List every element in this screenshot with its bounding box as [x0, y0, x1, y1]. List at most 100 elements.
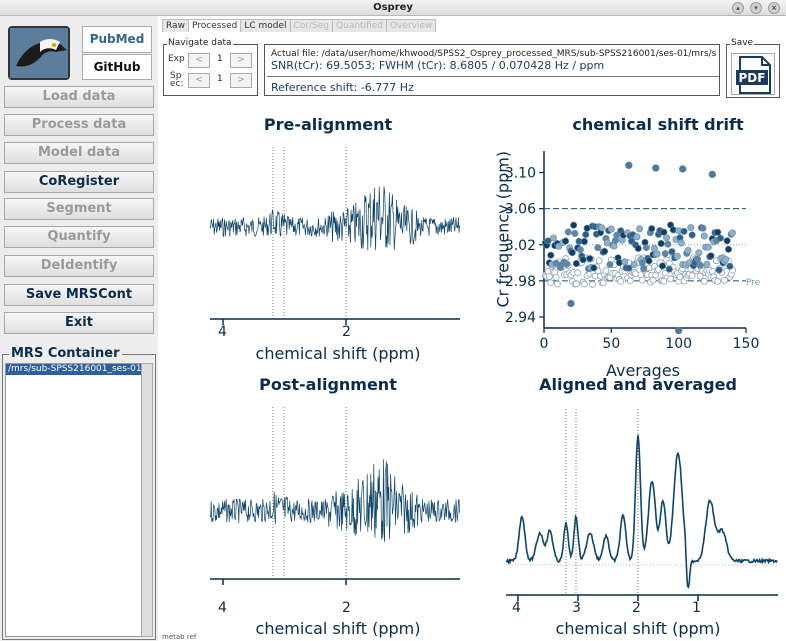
navigate-data-group: Navigate data Exp < 1 > Sp ec: < 1 > — [163, 38, 258, 96]
outlier-point — [652, 164, 660, 172]
actual-file-path: Actual file: /data/user/home/khwood/SPSS… — [271, 49, 717, 59]
post-point — [625, 264, 633, 272]
post-point — [638, 259, 646, 267]
post-point — [601, 247, 609, 255]
exp-next-button[interactable]: > — [230, 53, 252, 68]
aligned-averaged-plot: Aligned and averaged 4 3 2 1 chemical sh… — [488, 371, 786, 641]
post-xtick-2: 2 — [342, 600, 351, 616]
post-point — [547, 251, 555, 259]
save-pdf-button[interactable]: PDF — [731, 53, 775, 95]
pre-point — [696, 272, 704, 280]
tab-lc-model[interactable]: LC model — [240, 19, 291, 32]
post-point — [695, 249, 703, 257]
avg-xtick-2: 2 — [632, 600, 641, 616]
post-point — [665, 265, 673, 273]
tab-ref[interactable]: ref — [186, 633, 197, 641]
tab-cor-seg[interactable]: Cor/Seg — [289, 19, 334, 32]
process-data-button[interactable]: Process data — [4, 114, 154, 136]
avg-xtick-4: 4 — [512, 600, 521, 616]
mrs-container-panel: MRS Container /mrs/sub-SPSS216001_ses-01 — [2, 346, 156, 640]
post-point — [607, 225, 615, 233]
list-item[interactable]: /mrs/sub-SPSS216001_ses-01 — [6, 364, 142, 375]
mrs-container-list[interactable]: /mrs/sub-SPSS216001_ses-01 — [5, 363, 143, 637]
post-point — [659, 262, 667, 270]
pre-alignment-plot: Pre-alignment 4 2 chemical shift (ppm) — [178, 111, 478, 381]
post-point — [613, 231, 621, 239]
list-scrollbar[interactable] — [141, 363, 153, 637]
post-point — [696, 261, 704, 269]
y-tick-label: 3.10 — [505, 166, 536, 182]
post-point — [726, 262, 734, 270]
post-point — [684, 246, 692, 254]
segment-button[interactable]: Segment — [4, 198, 154, 220]
post-point — [630, 261, 638, 269]
tab-processed[interactable]: Processed — [187, 19, 242, 32]
pre-xtick-4: 4 — [218, 324, 227, 340]
mrs-container-title: MRS Container — [9, 346, 122, 361]
post-point — [563, 260, 571, 268]
tab-quantified[interactable]: Quantified — [332, 19, 387, 32]
post-point — [572, 260, 580, 268]
post-point — [723, 237, 731, 245]
pre-xlabel: chemical shift (ppm) — [255, 344, 421, 363]
pre-point — [714, 277, 722, 285]
maximize-button[interactable]: ▾ — [750, 2, 762, 14]
coregister-button[interactable]: CoRegister — [4, 171, 154, 193]
tab-metab[interactable]: metab — [162, 633, 185, 641]
model-data-button[interactable]: Model data — [4, 142, 154, 164]
outlier-point — [567, 299, 575, 308]
post-point — [633, 233, 641, 241]
spec-next-button[interactable]: > — [230, 73, 252, 88]
post-point — [562, 237, 570, 245]
close-button[interactable]: × — [768, 2, 780, 14]
exit-button[interactable]: Exit — [4, 312, 154, 334]
post-point — [653, 250, 661, 258]
post-xlabel: chemical shift (ppm) — [255, 619, 421, 638]
chemical-shift-drift-plot: chemical shift drift Pre 2.94 2.98 3.02 3.06… — [478, 111, 786, 381]
save-title: Save — [730, 38, 755, 48]
tab-overview[interactable]: Overview — [386, 19, 437, 32]
pre-point — [649, 276, 657, 284]
deidentify-button[interactable]: DeIdentify — [4, 255, 154, 277]
pre-point — [626, 277, 634, 285]
post-point — [663, 234, 671, 242]
osprey-logo-button[interactable] — [8, 26, 70, 80]
post-point — [598, 224, 606, 232]
exp-prev-button[interactable]: < — [188, 53, 210, 68]
x-tick-label: 150 — [733, 336, 760, 352]
spec-prev-button[interactable]: < — [188, 73, 210, 88]
spectrum-line — [209, 186, 460, 251]
outlier-point — [674, 326, 683, 335]
github-link[interactable]: GitHub — [82, 54, 152, 80]
post-point — [668, 248, 676, 256]
pre-point — [632, 270, 639, 278]
pubmed-link[interactable]: PubMed — [82, 26, 152, 53]
exp-label: Exp — [168, 54, 185, 64]
left-panel: PubMed GitHub Load data Process data Mod… — [0, 16, 158, 641]
minimize-button[interactable]: ▴ — [732, 2, 744, 14]
pdf-label: PDF — [739, 71, 766, 85]
drift-title: chemical shift drift — [572, 115, 744, 134]
post-point — [657, 239, 665, 247]
pre-point — [547, 279, 555, 287]
pubmed-label: PubMed — [89, 32, 145, 46]
load-data-button[interactable]: Load data — [4, 86, 154, 108]
post-point — [660, 228, 668, 236]
post-point — [687, 224, 695, 232]
pre-alignment-title: Pre-alignment — [263, 115, 393, 134]
post-point — [580, 237, 588, 245]
github-label: GitHub — [93, 60, 141, 74]
post-point — [606, 261, 614, 269]
post-point — [661, 250, 669, 258]
exp-value: 1 — [217, 54, 223, 64]
post-point — [694, 255, 702, 263]
quantify-button[interactable]: Quantify — [4, 226, 154, 248]
post-point — [724, 245, 732, 253]
tab-raw[interactable]: Raw — [162, 19, 189, 32]
save-mrscont-button[interactable]: Save MRSCont — [4, 284, 154, 306]
post-point — [586, 255, 594, 263]
post-point — [594, 244, 602, 252]
pre-point — [721, 276, 728, 284]
osprey-bird-icon — [10, 28, 68, 78]
aligned-averaged-chart — [505, 409, 778, 601]
